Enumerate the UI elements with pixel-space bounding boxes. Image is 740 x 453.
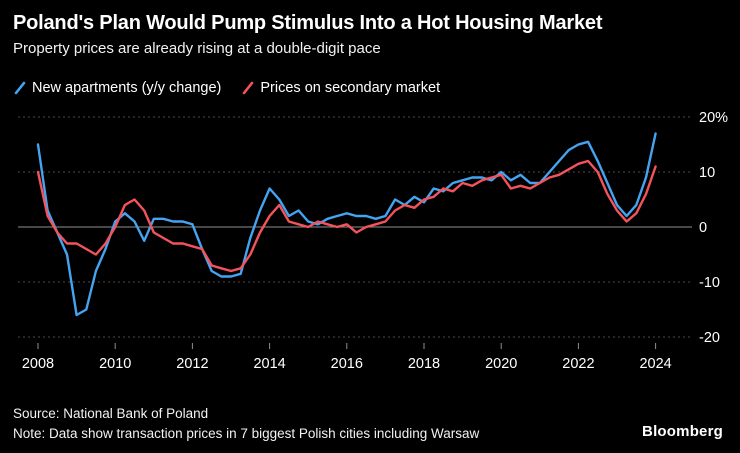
svg-text:0: 0 <box>699 220 707 236</box>
svg-text:2012: 2012 <box>176 356 208 372</box>
legend-label-secondary-market: Prices on secondary market <box>260 80 441 96</box>
svg-text:2022: 2022 <box>562 356 594 372</box>
chart-footer: Source: National Bank of Poland Note: Da… <box>13 404 479 444</box>
svg-text:2010: 2010 <box>99 356 131 372</box>
legend-item-secondary-market: Prices on secondary market <box>241 80 440 96</box>
source-text: Source: National Bank of Poland <box>13 406 209 421</box>
svg-text:2008: 2008 <box>22 356 54 372</box>
legend: New apartments (y/y change) Prices on se… <box>13 80 440 96</box>
chart-title: Poland's Plan Would Pump Stimulus Into a… <box>13 12 603 34</box>
svg-text:2024: 2024 <box>639 356 671 372</box>
note-text: Note: Data show transaction prices in 7 … <box>13 426 480 441</box>
legend-item-new-apartments: New apartments (y/y change) <box>13 80 221 96</box>
svg-text:2020: 2020 <box>485 356 517 372</box>
svg-text:2016: 2016 <box>331 356 363 372</box>
svg-text:-10: -10 <box>699 275 720 291</box>
legend-line-icon <box>14 81 26 95</box>
chart-header: Poland's Plan Would Pump Stimulus Into a… <box>13 12 728 57</box>
bloomberg-logo: Bloomberg <box>642 423 723 440</box>
svg-text:2014: 2014 <box>253 356 285 372</box>
svg-text:10: 10 <box>699 165 715 181</box>
chart-subtitle: Property prices are already rising at a … <box>13 40 381 57</box>
svg-text:-20: -20 <box>699 330 720 346</box>
legend-line-icon <box>243 81 254 95</box>
line-chart: 20% 10 0 -10 -20 2008 2010 2012 2014 2016 2018 2020… <box>18 110 728 372</box>
svg-text:2018: 2018 <box>408 356 440 372</box>
legend-label-new-apartments: New apartments (y/y change) <box>32 80 222 96</box>
svg-text:20%: 20% <box>699 110 728 126</box>
